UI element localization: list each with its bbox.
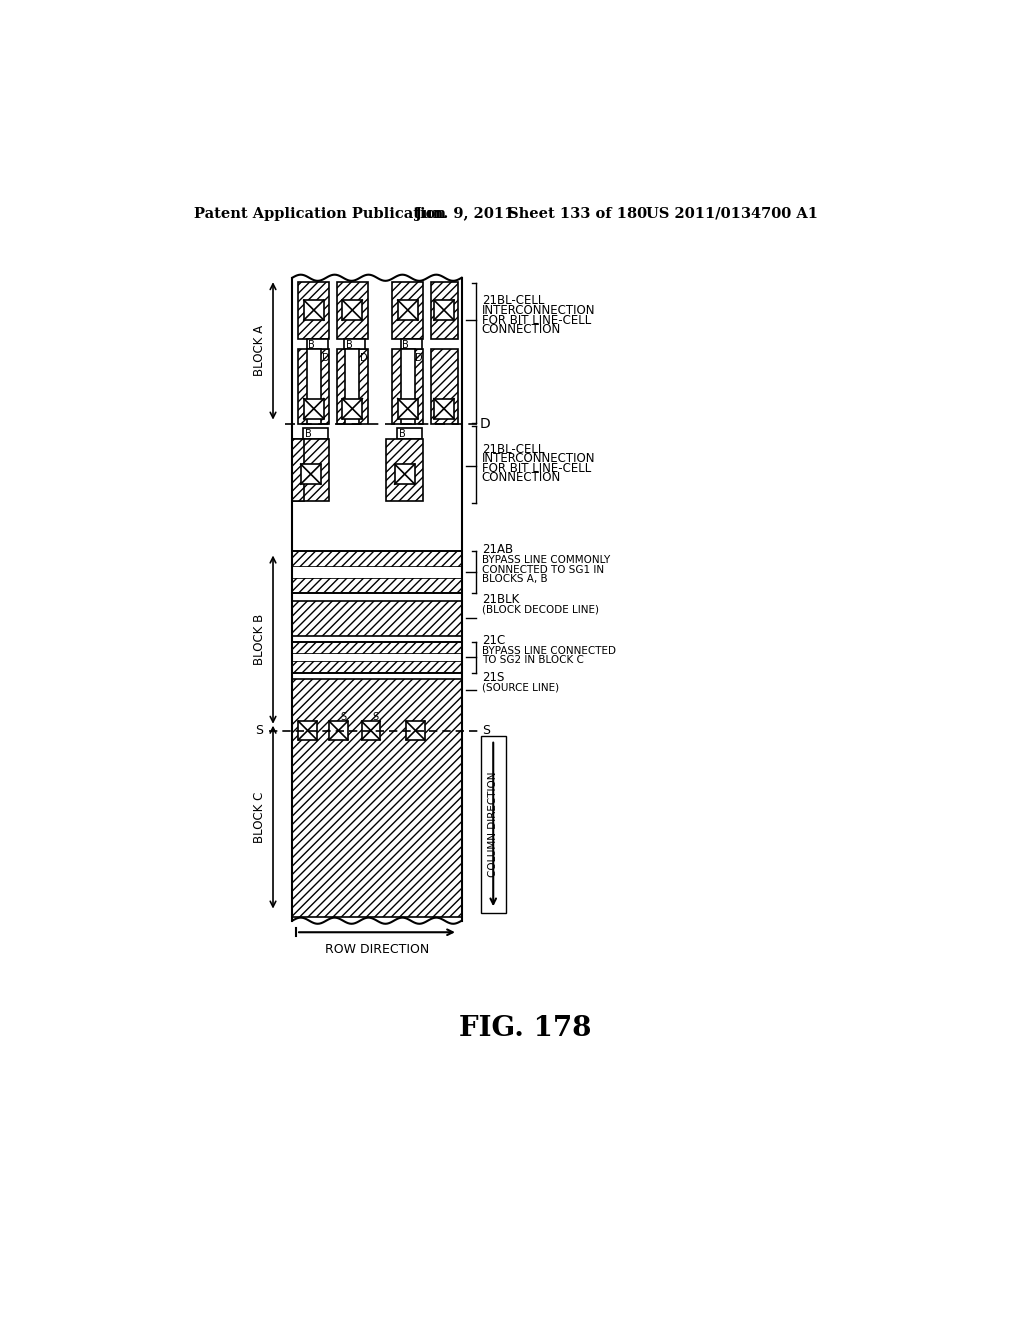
Bar [337, 281, 368, 339]
Bar [431, 281, 458, 339]
Bar [392, 281, 423, 339]
Text: B: B [346, 339, 353, 350]
Bar [292, 653, 462, 661]
Bar [345, 348, 359, 424]
Bar [292, 661, 462, 673]
Text: US 2011/0134700 A1: US 2011/0134700 A1 [646, 207, 818, 220]
Text: S: S [255, 723, 263, 737]
Text: TO SG2 IN BLOCK C: TO SG2 IN BLOCK C [481, 656, 584, 665]
Text: Jun. 9, 2011: Jun. 9, 2011 [416, 207, 515, 220]
Text: 21C: 21C [481, 634, 505, 647]
Text: 21AB: 21AB [481, 543, 513, 556]
Bar [434, 399, 454, 418]
Bar [292, 440, 304, 502]
Bar [434, 300, 454, 321]
Text: ROW DIRECTION: ROW DIRECTION [325, 942, 429, 956]
Bar [337, 348, 368, 424]
Text: B: B [401, 339, 409, 350]
Text: BYPASS LINE COMMONLY: BYPASS LINE COMMONLY [481, 556, 610, 565]
Bar [292, 642, 462, 653]
Bar [400, 339, 422, 348]
Text: FIG. 178: FIG. 178 [459, 1015, 591, 1041]
Bar [298, 348, 330, 424]
Bar [397, 428, 422, 440]
Text: COLUMN DIRECTION: COLUMN DIRECTION [488, 772, 499, 878]
Text: S: S [373, 713, 379, 722]
Text: 21S: 21S [481, 671, 504, 684]
Text: B: B [304, 429, 311, 440]
Bar [303, 428, 329, 440]
Text: D: D [322, 352, 329, 363]
Text: INTERCONNECTION: INTERCONNECTION [481, 453, 595, 465]
Text: BLOCKS A, B: BLOCKS A, B [481, 574, 547, 583]
Bar [397, 399, 418, 418]
Bar [304, 399, 324, 418]
Text: CONNECTION: CONNECTION [481, 323, 561, 335]
Text: FOR BIT LINE-CELL: FOR BIT LINE-CELL [481, 314, 591, 326]
Text: B: B [398, 429, 406, 440]
Bar [342, 399, 362, 418]
Bar [431, 348, 458, 424]
Bar [394, 465, 415, 484]
Bar [298, 281, 330, 339]
Text: Patent Application Publication: Patent Application Publication [194, 207, 445, 220]
Bar [361, 721, 380, 739]
Text: BLOCK A: BLOCK A [253, 325, 266, 376]
Bar [307, 348, 321, 424]
Text: (SOURCE LINE): (SOURCE LINE) [481, 682, 559, 693]
Bar [292, 642, 462, 673]
Bar [292, 578, 462, 594]
Bar [307, 339, 329, 348]
Text: S: S [340, 713, 346, 722]
Bar [292, 552, 462, 594]
Bar [397, 300, 418, 321]
Bar [344, 339, 366, 348]
Text: CONNECTED TO SG1 IN: CONNECTED TO SG1 IN [481, 565, 604, 574]
Bar [342, 300, 362, 321]
Bar [292, 566, 462, 578]
Text: D: D [416, 352, 423, 363]
Text: 21BL-CELL: 21BL-CELL [481, 294, 544, 308]
Text: S: S [482, 723, 490, 737]
Text: D: D [360, 352, 368, 363]
Bar [292, 601, 462, 636]
Bar [304, 300, 324, 321]
Bar [301, 465, 321, 484]
Bar [392, 348, 423, 424]
Text: FOR BIT LINE-CELL: FOR BIT LINE-CELL [481, 462, 591, 475]
Text: Sheet 133 of 180: Sheet 133 of 180 [508, 207, 647, 220]
Bar [400, 348, 415, 424]
Text: 21BL-CELL: 21BL-CELL [481, 444, 544, 455]
Bar [481, 737, 506, 913]
Text: D: D [479, 417, 490, 432]
Bar [407, 721, 425, 739]
Text: 21BLK: 21BLK [481, 593, 519, 606]
Text: B: B [307, 339, 314, 350]
Bar [386, 440, 423, 502]
Text: CONNECTION: CONNECTION [481, 471, 561, 484]
Text: BLOCK B: BLOCK B [253, 614, 266, 665]
Bar [298, 721, 316, 739]
Bar [292, 552, 462, 566]
Text: INTERCONNECTION: INTERCONNECTION [481, 305, 595, 317]
Bar [292, 440, 330, 502]
Text: BLOCK C: BLOCK C [253, 792, 266, 843]
Bar [330, 721, 348, 739]
Text: (BLOCK DECODE LINE): (BLOCK DECODE LINE) [481, 605, 599, 615]
Text: BYPASS LINE CONNECTED: BYPASS LINE CONNECTED [481, 647, 615, 656]
Bar [292, 678, 462, 917]
